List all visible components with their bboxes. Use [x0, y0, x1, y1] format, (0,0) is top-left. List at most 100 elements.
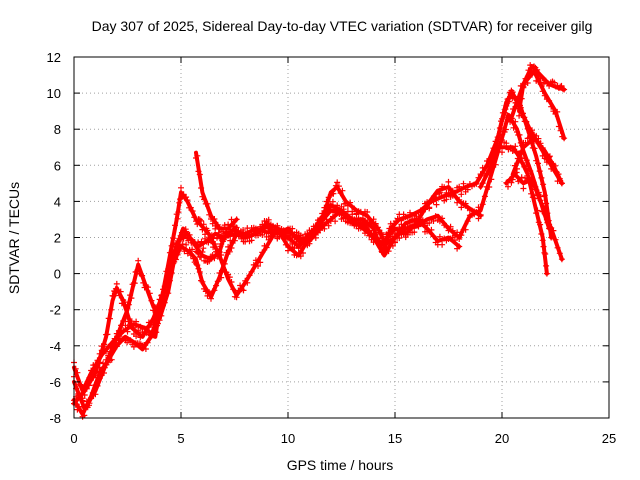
data-point-marker	[149, 330, 156, 337]
data-point-marker	[531, 63, 538, 70]
data-point-marker	[101, 341, 107, 348]
data-point-marker	[92, 391, 99, 398]
data-point-marker	[538, 174, 545, 181]
data-point-marker	[141, 342, 148, 348]
data-point-marker	[389, 242, 396, 249]
data-point-marker	[443, 189, 450, 196]
data-point-marker	[460, 180, 467, 187]
data-point-marker	[505, 183, 511, 190]
data-point-marker	[323, 206, 330, 213]
data-point-marker	[156, 317, 163, 324]
data-point-marker	[178, 245, 184, 252]
data-point-marker	[510, 106, 517, 112]
data-point-marker	[541, 92, 548, 99]
series-line-trace-5	[194, 150, 239, 231]
data-point-marker	[74, 369, 81, 376]
data-point-marker	[462, 200, 469, 207]
data-point-marker	[200, 245, 207, 252]
data-point-marker	[527, 62, 534, 69]
data-point-marker	[135, 327, 142, 334]
data-point-marker	[248, 268, 255, 275]
data-point-marker	[289, 244, 296, 251]
data-point-marker	[428, 226, 435, 233]
data-point-marker	[385, 248, 392, 255]
data-point-marker	[240, 287, 247, 294]
data-point-marker	[183, 241, 190, 248]
data-point-marker	[339, 187, 346, 194]
data-point-marker	[172, 256, 179, 263]
data-point-marker	[113, 280, 120, 287]
data-point-marker	[250, 261, 257, 268]
data-point-marker	[187, 204, 194, 211]
data-point-marker	[172, 222, 178, 229]
data-point-marker	[379, 240, 386, 247]
data-point-marker	[357, 216, 364, 223]
data-point-marker	[103, 348, 110, 355]
data-point-marker	[392, 239, 398, 246]
data-point-marker	[458, 191, 465, 198]
data-point-marker	[518, 148, 525, 155]
data-point-marker	[551, 79, 558, 86]
data-point-marker	[407, 209, 413, 216]
data-point-marker	[162, 284, 169, 291]
data-point-marker	[430, 218, 437, 224]
data-point-marker	[150, 319, 157, 326]
data-point-marker	[548, 103, 555, 110]
data-point-marker	[364, 209, 371, 215]
data-point-marker	[94, 364, 101, 371]
data-point-marker	[378, 229, 385, 236]
y-tick-label: 10	[47, 86, 61, 101]
data-point-marker	[204, 227, 211, 234]
data-point-marker	[231, 237, 238, 244]
data-point-marker	[426, 220, 433, 226]
data-point-marker	[419, 220, 426, 227]
data-point-marker	[507, 116, 514, 123]
data-point-marker	[263, 218, 270, 225]
data-point-marker	[325, 222, 332, 229]
data-point-marker	[449, 227, 456, 234]
data-point-marker	[469, 207, 475, 214]
data-point-marker	[512, 143, 519, 150]
data-point-marker	[131, 280, 138, 287]
data-point-marker	[516, 131, 523, 138]
data-point-marker	[362, 218, 368, 225]
y-tick-label: -4	[49, 339, 61, 354]
data-point-marker	[140, 279, 147, 286]
data-point-marker	[464, 186, 471, 193]
data-point-marker	[252, 225, 259, 232]
y-tick-label: 6	[54, 158, 61, 173]
data-point-marker	[503, 140, 510, 147]
data-point-marker	[540, 243, 547, 250]
data-point-marker	[194, 221, 201, 228]
data-point-marker	[537, 197, 544, 204]
data-point-marker	[392, 227, 398, 234]
data-point-marker	[385, 238, 392, 245]
data-point-marker	[441, 184, 448, 191]
data-point-marker	[118, 322, 125, 329]
data-point-marker	[134, 267, 141, 274]
data-point-marker	[323, 219, 330, 226]
data-point-marker	[327, 202, 334, 209]
data-point-marker	[539, 145, 546, 151]
data-point-marker	[535, 192, 542, 198]
data-point-marker	[83, 398, 90, 405]
data-point-marker	[81, 404, 88, 411]
data-point-marker	[529, 71, 535, 78]
data-point-marker	[554, 108, 561, 115]
data-point-marker	[212, 241, 219, 247]
data-point-marker	[199, 226, 206, 233]
data-point-marker	[276, 233, 283, 240]
data-point-marker	[105, 359, 112, 366]
data-point-marker	[302, 234, 309, 240]
data-point-marker	[240, 238, 247, 245]
data-point-marker	[146, 290, 153, 297]
data-point-marker	[439, 215, 446, 222]
data-point-marker	[187, 252, 194, 259]
data-point-marker	[558, 256, 565, 263]
data-point-marker	[179, 241, 186, 248]
data-point-marker	[531, 145, 538, 152]
data-point-marker	[396, 226, 403, 233]
data-point-marker	[115, 327, 122, 334]
data-point-marker	[282, 241, 289, 248]
data-point-marker	[538, 231, 545, 237]
